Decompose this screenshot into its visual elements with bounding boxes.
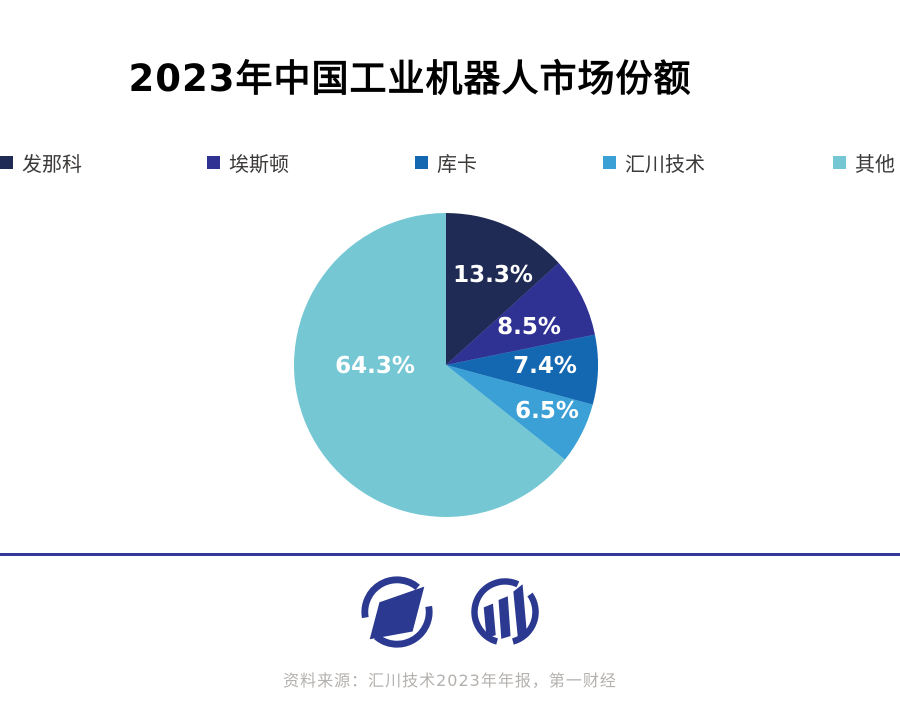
pie-slice-汇川技术 [446,365,593,460]
footer-logos [0,573,900,651]
legend: 发那科 埃斯顿 库卡 汇川技术 其他 [0,148,900,180]
yicai-bars-logo-icon [471,578,539,645]
legend-item-kuka: 库卡 [415,148,477,176]
legend-label: 汇川技术 [625,151,705,176]
legend-item-estun: 埃斯顿 [207,148,289,176]
pie-slice-其他 [294,213,565,517]
legend-swatch-icon [207,155,220,169]
pie-label-estun: 8.5% [497,314,561,340]
chart-title: 2023年中国工业机器人市场份额 [128,57,692,100]
pie-slice-埃斯顿 [446,263,595,365]
source-note: 资料来源：汇川技术2023年年报，第一财经 [283,671,617,690]
pie-label-fanuc: 13.3% [453,262,533,288]
pie-label-others: 64.3% [335,353,415,379]
legend-item-fanuc: 发那科 [0,148,82,176]
legend-label: 其他 [855,151,895,176]
legend-label: 库卡 [437,151,477,176]
legend-label: 埃斯顿 [229,151,289,176]
pie-slice-库卡 [446,334,598,405]
pie-chart [294,213,598,517]
pie-label-kuka: 7.4% [513,353,577,379]
legend-item-inovance: 汇川技术 [603,148,705,176]
pie-slice-发那科 [446,213,559,365]
pie-label-inovance: 6.5% [515,398,579,424]
legend-swatch-icon [415,155,428,169]
legend-swatch-icon [0,155,13,169]
divider-line [0,553,900,556]
legend-item-others: 其他 [833,148,895,176]
yicai-diamond-logo-icon [361,576,433,648]
legend-swatch-icon [833,155,846,169]
legend-label: 发那科 [22,151,82,176]
legend-swatch-icon [603,155,616,169]
